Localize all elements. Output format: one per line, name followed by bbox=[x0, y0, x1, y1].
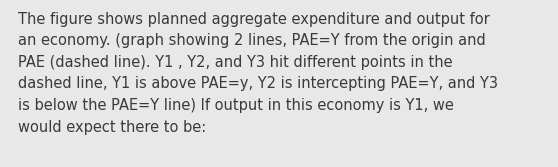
Text: The figure shows planned aggregate expenditure and output for
an economy. (graph: The figure shows planned aggregate expen… bbox=[18, 12, 498, 135]
